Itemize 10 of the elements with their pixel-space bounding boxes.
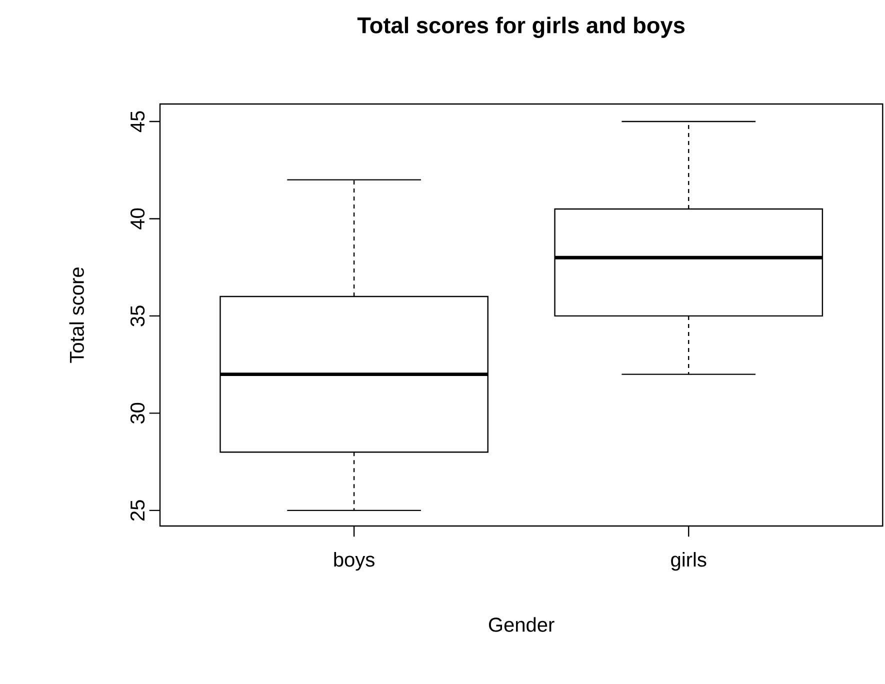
y-tick-label: 45 (130, 111, 145, 132)
y-tick-label: 25 (130, 500, 145, 521)
y-tick-label: 35 (130, 306, 145, 326)
x-tick-label: boys (334, 552, 374, 571)
chart-title: Total scores for girls and boys (357, 16, 685, 38)
x-tick-label: girls (671, 552, 706, 571)
y-axis-title: Total score (69, 268, 84, 363)
y-tick-label: 30 (130, 402, 145, 424)
y-tick-label: 40 (130, 208, 145, 230)
x-axis-title: Gender (488, 617, 554, 632)
